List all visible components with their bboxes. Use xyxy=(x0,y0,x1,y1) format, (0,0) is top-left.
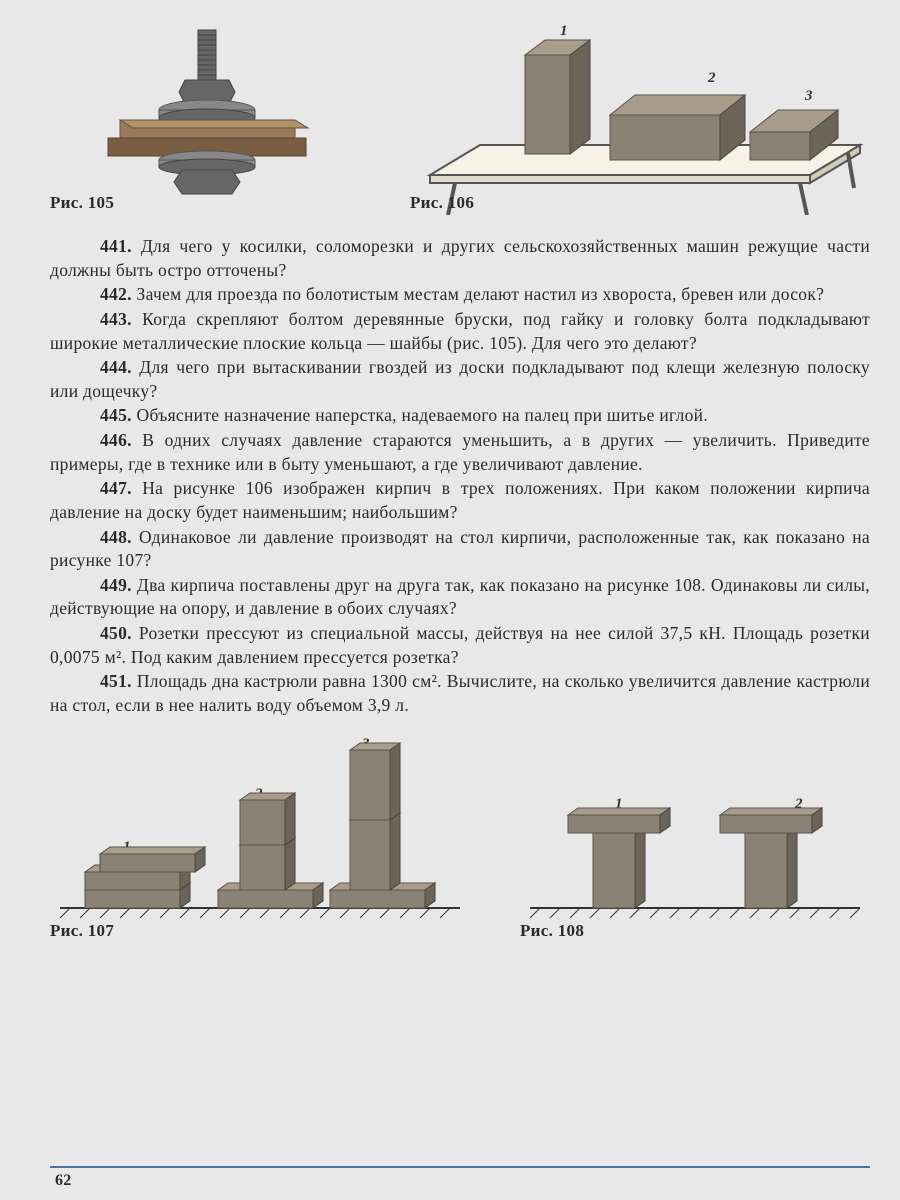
pnum-449: 449. xyxy=(100,575,132,595)
fig106-label-3: 3 xyxy=(804,88,813,104)
ptext-443: Когда скрепляют болтом деревянные бруски… xyxy=(50,309,870,353)
figure-105-svg xyxy=(50,20,360,215)
pnum-447: 447. xyxy=(100,478,132,498)
figure-108-svg: 1 2 xyxy=(520,733,870,928)
pnum-450: 450. xyxy=(100,623,132,643)
page-number: 62 xyxy=(55,1170,72,1192)
ptext-446: В одних случаях давление стараются умень… xyxy=(50,430,870,474)
problem-448: 448. Одинаковое ли давление производят н… xyxy=(50,526,870,573)
pnum-445: 445. xyxy=(100,405,132,425)
ptext-448: Одинаковое ли давление производят на сто… xyxy=(50,527,870,571)
ptext-451: Площадь дна кастрюли равна 1300 см². Выч… xyxy=(50,671,870,715)
pnum-446: 446. xyxy=(100,430,132,450)
pnum-444: 444. xyxy=(100,357,132,377)
caption-107: Рис. 107 xyxy=(50,920,114,943)
problem-445: 445. Объясните назначение наперстка, над… xyxy=(50,404,870,428)
caption-108: Рис. 108 xyxy=(520,920,584,943)
ptext-442: Зачем для проезда по болотистым местам д… xyxy=(137,284,825,304)
pnum-443: 443. xyxy=(100,309,132,329)
problem-442: 442. Зачем для проезда по болотистым мес… xyxy=(50,283,870,307)
ptext-444: Для чего при вытаскивании гвоздей из дос… xyxy=(50,357,870,401)
problem-451: 451. Площадь дна кастрюли равна 1300 см²… xyxy=(50,670,870,717)
pnum-448: 448. xyxy=(100,527,132,547)
figure-107: 1 2 3 xyxy=(50,733,470,943)
bottom-figures-row: 1 2 3 xyxy=(50,733,870,943)
ptext-441: Для чего у косилки, соломорезки и других… xyxy=(50,236,870,280)
footer-rule xyxy=(50,1166,870,1168)
pnum-451: 451. xyxy=(100,671,132,691)
top-figures-row: Рис. 105 1 2 3 Рис. 1 xyxy=(50,20,870,215)
ptext-445: Объясните назначение наперстка, надеваем… xyxy=(137,405,709,425)
caption-106: Рис. 106 xyxy=(410,192,474,215)
problem-449: 449. Два кирпича поставлены друг на друг… xyxy=(50,574,870,621)
pnum-442: 442. xyxy=(100,284,132,304)
problem-446: 446. В одних случаях давление стараются … xyxy=(50,429,870,476)
figure-107-svg: 1 2 3 xyxy=(50,733,470,928)
problem-441: 441. Для чего у косилки, соломорезки и д… xyxy=(50,235,870,282)
problem-447: 447. На рисунке 106 изображен кирпич в т… xyxy=(50,477,870,524)
ptext-450: Розетки прессуют из специальной массы, д… xyxy=(50,623,870,667)
caption-105: Рис. 105 xyxy=(50,192,114,215)
problem-444: 444. Для чего при вытаскивании гвоздей и… xyxy=(50,356,870,403)
problem-443: 443. Когда скрепляют болтом деревянные б… xyxy=(50,308,870,355)
figure-108: 1 2 Рис. 108 xyxy=(520,733,870,943)
ptext-447: На рисунке 106 изображен кирпич в трех п… xyxy=(50,478,870,522)
figure-105: Рис. 105 xyxy=(50,20,360,215)
fig106-label-1: 1 xyxy=(560,23,568,39)
ptext-449: Два кирпича поставлены друг на друга так… xyxy=(50,575,870,619)
problem-450: 450. Розетки прессуют из специальной мас… xyxy=(50,622,870,669)
pnum-441: 441. xyxy=(100,236,132,256)
figure-106: 1 2 3 Рис. 106 xyxy=(410,20,870,215)
fig106-label-2: 2 xyxy=(707,70,716,86)
figure-106-svg: 1 2 3 xyxy=(410,20,870,215)
